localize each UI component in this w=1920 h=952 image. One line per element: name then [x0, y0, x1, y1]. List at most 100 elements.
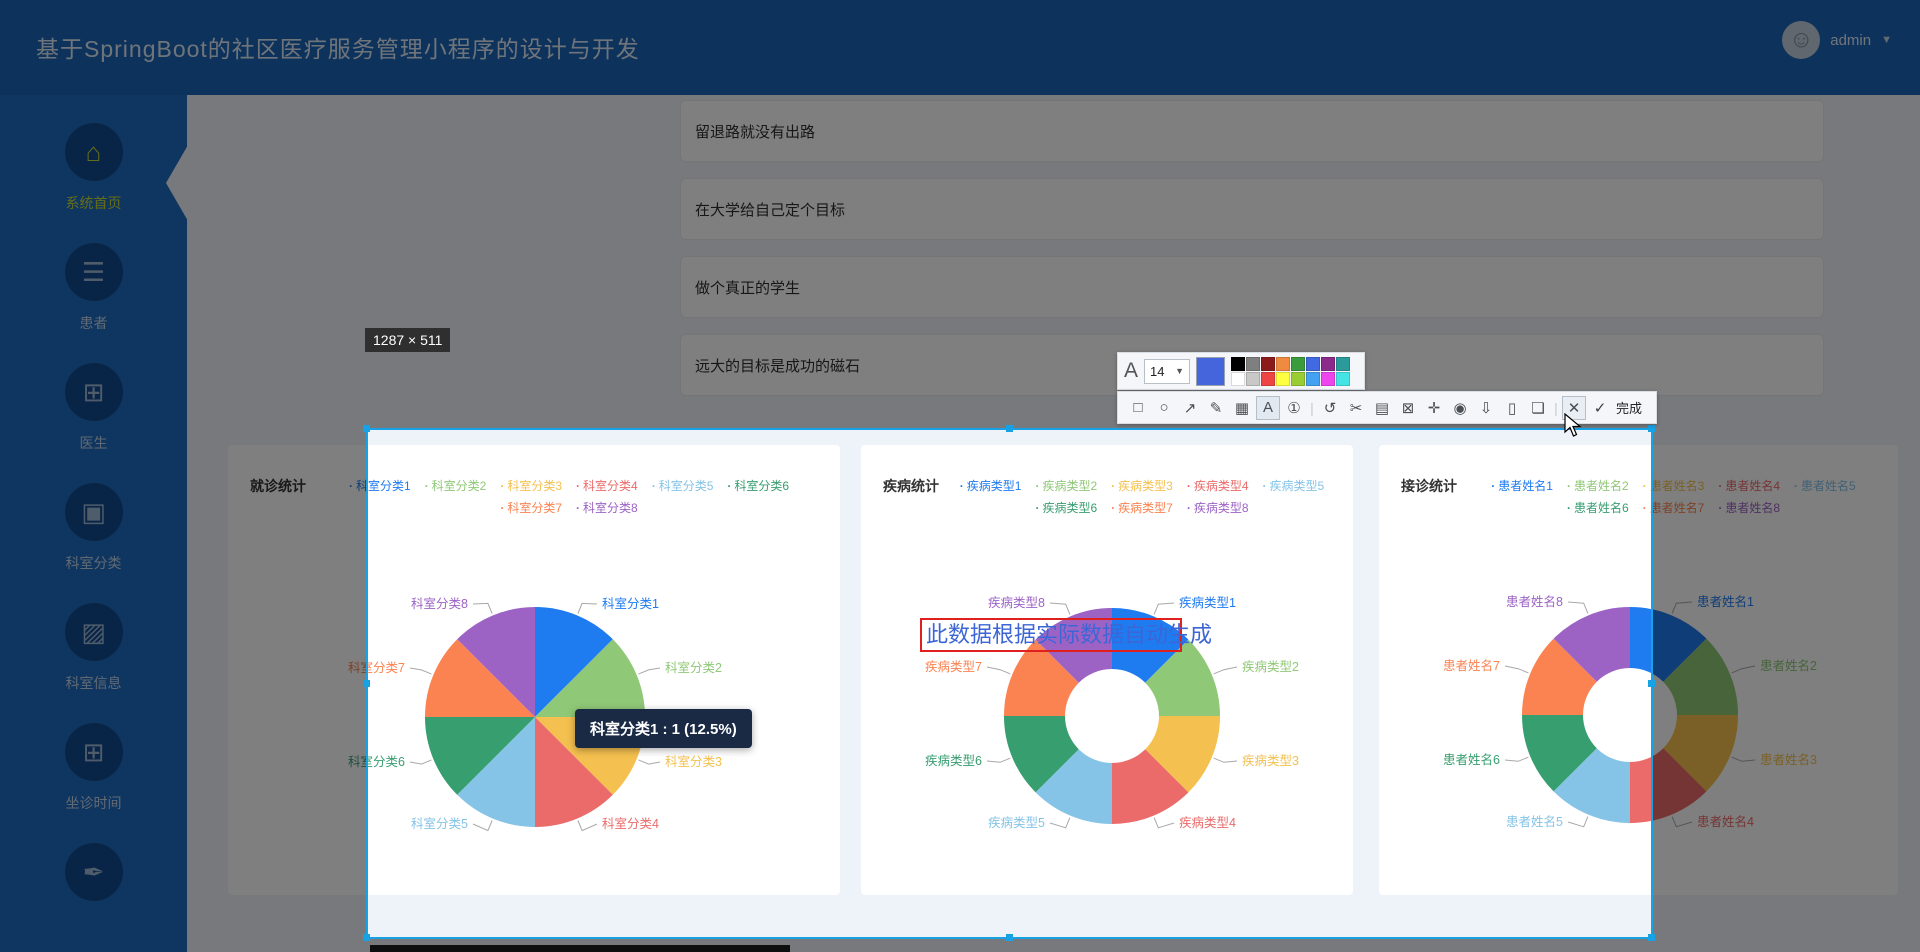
font-size-select[interactable]: 14 ▼ [1144, 358, 1191, 384]
legend-dot: · [1186, 479, 1191, 493]
palette-color-swatch[interactable] [1321, 356, 1336, 371]
to-mobile-tool-icon[interactable]: ▯ [1507, 399, 1517, 417]
mosaic-tool-icon[interactable]: ▦ [1234, 399, 1250, 417]
palette-color-swatch[interactable] [1261, 356, 1276, 371]
rectangle-tool-icon[interactable]: □ [1133, 399, 1143, 416]
label-leader-line [409, 759, 432, 765]
selection-handle-s[interactable] [1006, 934, 1013, 941]
legend-item[interactable]: · 疾病类型4 [1186, 479, 1249, 493]
slice-label: 患者姓名7 [1443, 658, 1500, 673]
chart-legend: · 疾病类型1 · 疾病类型2 · 疾病类型3 · 疾病类型4 · 疾病类型5 · 疾病类型6 · 疾病类… [947, 477, 1337, 517]
label-leader-line [1567, 816, 1589, 828]
selection-handle-n[interactable] [1006, 425, 1013, 432]
selection-handle-e[interactable] [1648, 680, 1655, 687]
palette-color-swatch[interactable] [1276, 356, 1291, 371]
legend-item[interactable]: · 患者姓名6 [1566, 501, 1629, 515]
label-leader-line [1213, 757, 1238, 763]
bookmark-tool-icon[interactable]: ❏ [1531, 399, 1545, 417]
toolbar-separator: | [1554, 399, 1558, 416]
palette-color-swatch[interactable] [1321, 371, 1336, 386]
done-button[interactable]: 完成 [1616, 401, 1643, 416]
legend-dot: · [500, 479, 505, 493]
legend-item[interactable]: · 科室分类2 [424, 479, 487, 493]
undo-tool-icon[interactable]: ↺ [1323, 399, 1337, 417]
pie-slice[interactable] [425, 639, 535, 717]
selection-handle-sw[interactable] [363, 934, 370, 941]
legend-dot: · [651, 479, 656, 493]
legend-item[interactable]: · 科室分类7 [500, 501, 562, 515]
legend-item[interactable]: · 患者姓名2 [1566, 479, 1629, 493]
selection-handle-se[interactable] [1648, 934, 1655, 941]
download-tool-icon[interactable]: ⇩ [1479, 399, 1493, 417]
legend-item[interactable]: · 疾病类型8 [1186, 501, 1249, 515]
label-leader-line [1567, 601, 1589, 614]
legend-item[interactable]: · 疾病类型6 [1035, 501, 1098, 515]
label-leader-line [409, 667, 432, 675]
pie-slice[interactable] [457, 717, 535, 827]
pie-slice[interactable] [457, 607, 535, 717]
pie-slice[interactable] [535, 607, 613, 717]
pie-slice[interactable] [535, 639, 645, 717]
legend-item[interactable]: · 患者姓名1 [1491, 479, 1553, 493]
palette-color-swatch[interactable] [1306, 356, 1321, 371]
pie-slice[interactable] [425, 717, 535, 795]
legend-item[interactable]: · 疾病类型3 [1111, 479, 1173, 493]
palette-color-swatch[interactable] [1336, 356, 1351, 371]
palette-color-swatch[interactable] [1231, 356, 1246, 371]
record-tool-icon[interactable]: ◉ [1453, 399, 1467, 417]
palette-color-swatch[interactable] [1291, 356, 1306, 371]
selection-handle-nw[interactable] [363, 425, 370, 432]
slice-label: 患者姓名5 [1506, 814, 1563, 829]
palette-color-swatch[interactable] [1336, 371, 1351, 386]
chart-card-diseases: 疾病统计 · 疾病类型1 · 疾病类型2 · 疾病类型3 · 疾病类型4 · 疾病类型5 · 疾病类型6… [861, 445, 1353, 895]
label-leader-line [1153, 602, 1175, 615]
selection-rectangle[interactable] [366, 428, 1653, 939]
dim-overlay-top [0, 0, 1920, 428]
text-tool-icon[interactable]: A [1256, 395, 1280, 420]
legend-dot: · [1642, 501, 1647, 515]
legend-item[interactable]: · 疾病类型5 [1262, 479, 1325, 493]
slice-label: 疾病类型2 [1242, 659, 1299, 674]
palette-color-swatch[interactable] [1246, 371, 1261, 386]
slice-label: 疾病类型6 [925, 753, 982, 768]
current-color-swatch[interactable] [1196, 356, 1226, 386]
palette-color-swatch[interactable] [1231, 371, 1246, 386]
donut-chart[interactable]: 疾病类型1 疾病类型2 疾病类型3 疾病类型4 疾病类型5 疾病类型6 疾病类型7 疾病类型8 [861, 445, 1353, 895]
slice-label: 疾病类型3 [1242, 753, 1299, 768]
slice-label: 科室分类5 [411, 816, 468, 831]
palette-color-swatch[interactable] [1246, 356, 1261, 371]
palette-color-swatch[interactable] [1276, 371, 1291, 386]
legend-dot: · [1642, 479, 1647, 493]
palette-color-swatch[interactable] [1306, 371, 1321, 386]
legend-item[interactable]: · 疾病类型1 [959, 479, 1022, 493]
legend-item[interactable]: · 科室分类4 [576, 479, 638, 493]
pencil-tool-icon[interactable]: ✎ [1209, 399, 1223, 417]
pie-slice[interactable] [535, 717, 613, 827]
fit-tool-icon[interactable]: ⊠ [1401, 399, 1415, 417]
text-style-toolbar: A 14 ▼ [1117, 352, 1365, 390]
ellipse-tool-icon[interactable]: ○ [1159, 399, 1169, 416]
legend-dot: · [1566, 479, 1571, 493]
palette-color-swatch[interactable] [1291, 371, 1306, 386]
legend-item[interactable]: · 科室分类6 [727, 479, 790, 493]
confirm-check-icon[interactable]: ✓ [1593, 399, 1607, 417]
selection-size-label: 1287 × 511 [365, 328, 451, 352]
legend-item[interactable]: · 科室分类3 [500, 479, 562, 493]
legend-item[interactable]: · 科室分类5 [651, 479, 714, 493]
slice-label: 患者姓名6 [1443, 752, 1500, 767]
selection-handle-w[interactable] [363, 680, 370, 687]
chart-title: 疾病统计 [883, 478, 939, 494]
selection-handle-ne[interactable] [1648, 425, 1655, 432]
pin-tool-icon[interactable]: ✛ [1427, 399, 1441, 417]
legend-dot: · [727, 479, 732, 493]
legend-item[interactable]: · 科室分类8 [576, 501, 638, 515]
legend-item[interactable]: · 疾病类型2 [1035, 479, 1098, 493]
cut-tool-icon[interactable]: ✂ [1349, 399, 1363, 417]
ocr-tool-icon[interactable]: ▤ [1374, 399, 1390, 417]
font-icon: A [1124, 359, 1139, 382]
palette-color-swatch[interactable] [1261, 371, 1276, 386]
legend-item[interactable]: · 疾病类型7 [1111, 501, 1173, 515]
arrow-tool-icon[interactable]: ↗ [1183, 399, 1197, 417]
step-number-tool-icon[interactable]: ① [1287, 399, 1301, 417]
